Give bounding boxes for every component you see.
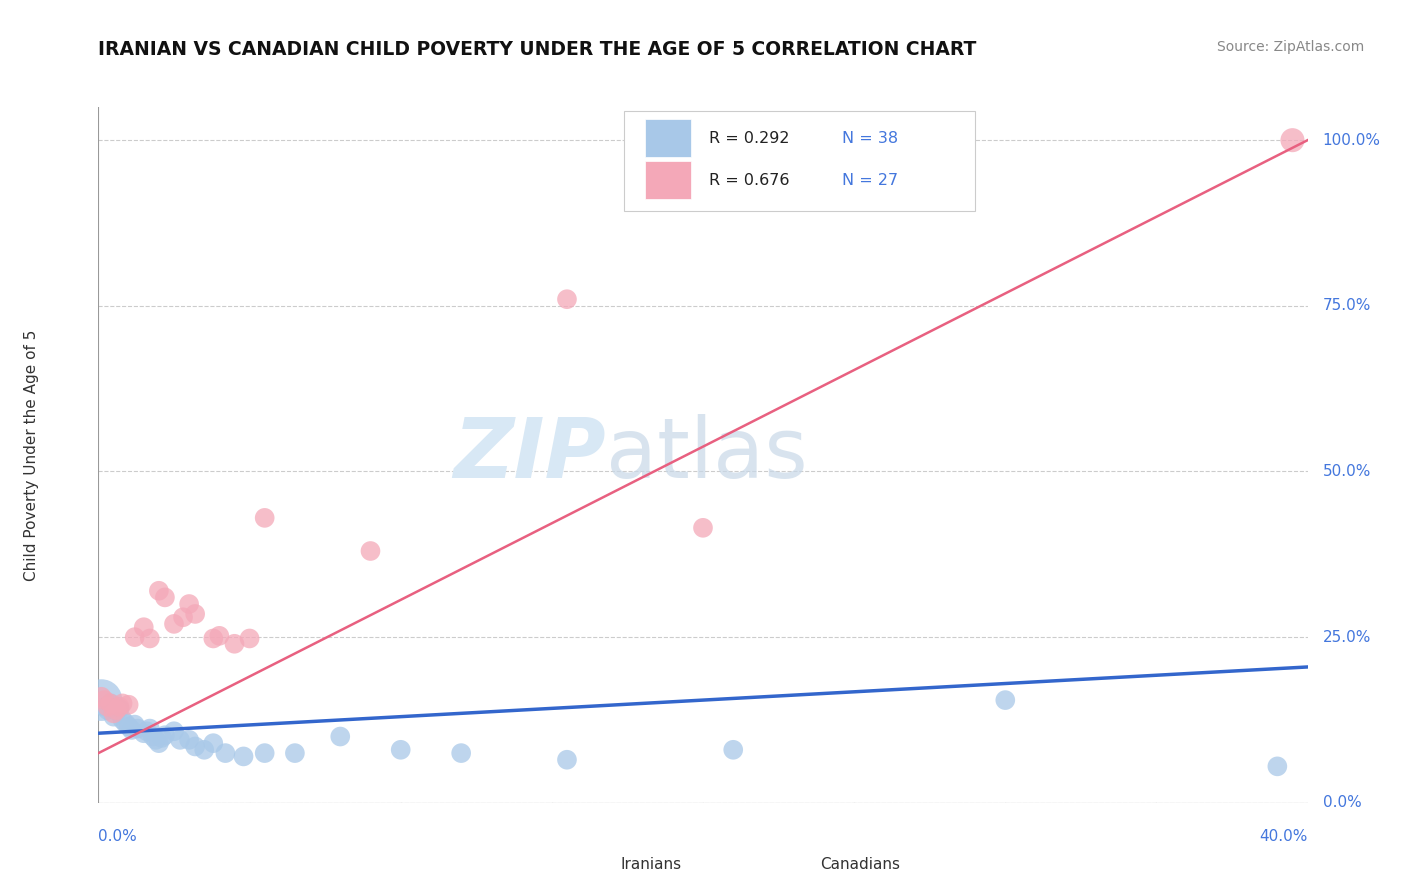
Point bbox=[118, 720, 141, 734]
Point bbox=[132, 726, 155, 740]
Point bbox=[103, 709, 125, 723]
Text: 100.0%: 100.0% bbox=[1323, 133, 1381, 148]
Point bbox=[224, 637, 246, 651]
Point bbox=[90, 693, 112, 707]
Point bbox=[202, 632, 225, 646]
Point bbox=[93, 693, 115, 707]
Point bbox=[1265, 759, 1288, 773]
Point bbox=[163, 724, 186, 739]
Point bbox=[96, 703, 118, 717]
FancyBboxPatch shape bbox=[564, 850, 610, 880]
Text: 50.0%: 50.0% bbox=[1323, 464, 1371, 479]
Point bbox=[108, 699, 131, 714]
FancyBboxPatch shape bbox=[645, 161, 690, 199]
Point bbox=[150, 731, 173, 745]
Point bbox=[450, 746, 472, 760]
Point bbox=[111, 697, 134, 711]
Point bbox=[239, 632, 262, 646]
Point bbox=[127, 722, 149, 736]
Point bbox=[284, 746, 307, 760]
Point bbox=[103, 706, 125, 721]
Point bbox=[105, 703, 128, 717]
Point bbox=[169, 732, 191, 747]
Text: Iranians: Iranians bbox=[621, 857, 682, 872]
Text: ZIP: ZIP bbox=[454, 415, 606, 495]
Text: 40.0%: 40.0% bbox=[1260, 830, 1308, 845]
Text: N = 27: N = 27 bbox=[842, 172, 898, 187]
Point bbox=[555, 753, 578, 767]
Text: 0.0%: 0.0% bbox=[1323, 796, 1361, 810]
Point bbox=[208, 629, 231, 643]
FancyBboxPatch shape bbox=[624, 111, 976, 211]
Point bbox=[555, 292, 578, 306]
Text: Child Poverty Under the Age of 5: Child Poverty Under the Age of 5 bbox=[24, 329, 39, 581]
Point bbox=[135, 724, 157, 739]
Point bbox=[232, 749, 254, 764]
Point bbox=[692, 521, 714, 535]
Text: atlas: atlas bbox=[606, 415, 808, 495]
Text: 25.0%: 25.0% bbox=[1323, 630, 1371, 645]
Point bbox=[118, 698, 141, 712]
Point bbox=[148, 736, 170, 750]
Point bbox=[132, 620, 155, 634]
Point bbox=[177, 732, 201, 747]
Point bbox=[721, 743, 744, 757]
Text: Source: ZipAtlas.com: Source: ZipAtlas.com bbox=[1216, 40, 1364, 54]
Text: Canadians: Canadians bbox=[820, 857, 900, 872]
Point bbox=[177, 597, 201, 611]
Point bbox=[139, 632, 162, 646]
Point bbox=[124, 717, 146, 731]
Point bbox=[193, 743, 215, 757]
Point bbox=[163, 616, 186, 631]
Point bbox=[105, 704, 128, 718]
Point bbox=[994, 693, 1017, 707]
Point bbox=[153, 728, 176, 742]
Point bbox=[142, 730, 165, 744]
Point bbox=[100, 697, 122, 711]
Point bbox=[145, 732, 167, 747]
Point bbox=[90, 690, 112, 704]
Point bbox=[202, 736, 225, 750]
Point bbox=[1281, 133, 1303, 147]
Point bbox=[93, 699, 115, 714]
Point bbox=[253, 746, 276, 760]
Text: N = 38: N = 38 bbox=[842, 131, 898, 146]
Point bbox=[184, 739, 207, 754]
Point bbox=[96, 699, 118, 714]
Point bbox=[253, 511, 276, 525]
Point bbox=[100, 697, 122, 711]
Point bbox=[389, 743, 412, 757]
Text: 0.0%: 0.0% bbox=[98, 830, 138, 845]
FancyBboxPatch shape bbox=[645, 120, 690, 158]
Point bbox=[329, 730, 352, 744]
Point bbox=[184, 607, 207, 621]
Point bbox=[111, 713, 134, 727]
Point bbox=[153, 591, 176, 605]
Text: R = 0.676: R = 0.676 bbox=[709, 172, 790, 187]
Point bbox=[148, 583, 170, 598]
Text: 75.0%: 75.0% bbox=[1323, 298, 1371, 313]
Point bbox=[139, 722, 162, 736]
Text: R = 0.292: R = 0.292 bbox=[709, 131, 790, 146]
FancyBboxPatch shape bbox=[763, 850, 810, 880]
Point bbox=[108, 702, 131, 716]
Point bbox=[172, 610, 194, 624]
Point bbox=[121, 723, 143, 737]
Point bbox=[124, 630, 146, 644]
Point bbox=[360, 544, 382, 558]
Point bbox=[214, 746, 236, 760]
Text: IRANIAN VS CANADIAN CHILD POVERTY UNDER THE AGE OF 5 CORRELATION CHART: IRANIAN VS CANADIAN CHILD POVERTY UNDER … bbox=[98, 40, 977, 59]
Point bbox=[114, 716, 136, 731]
